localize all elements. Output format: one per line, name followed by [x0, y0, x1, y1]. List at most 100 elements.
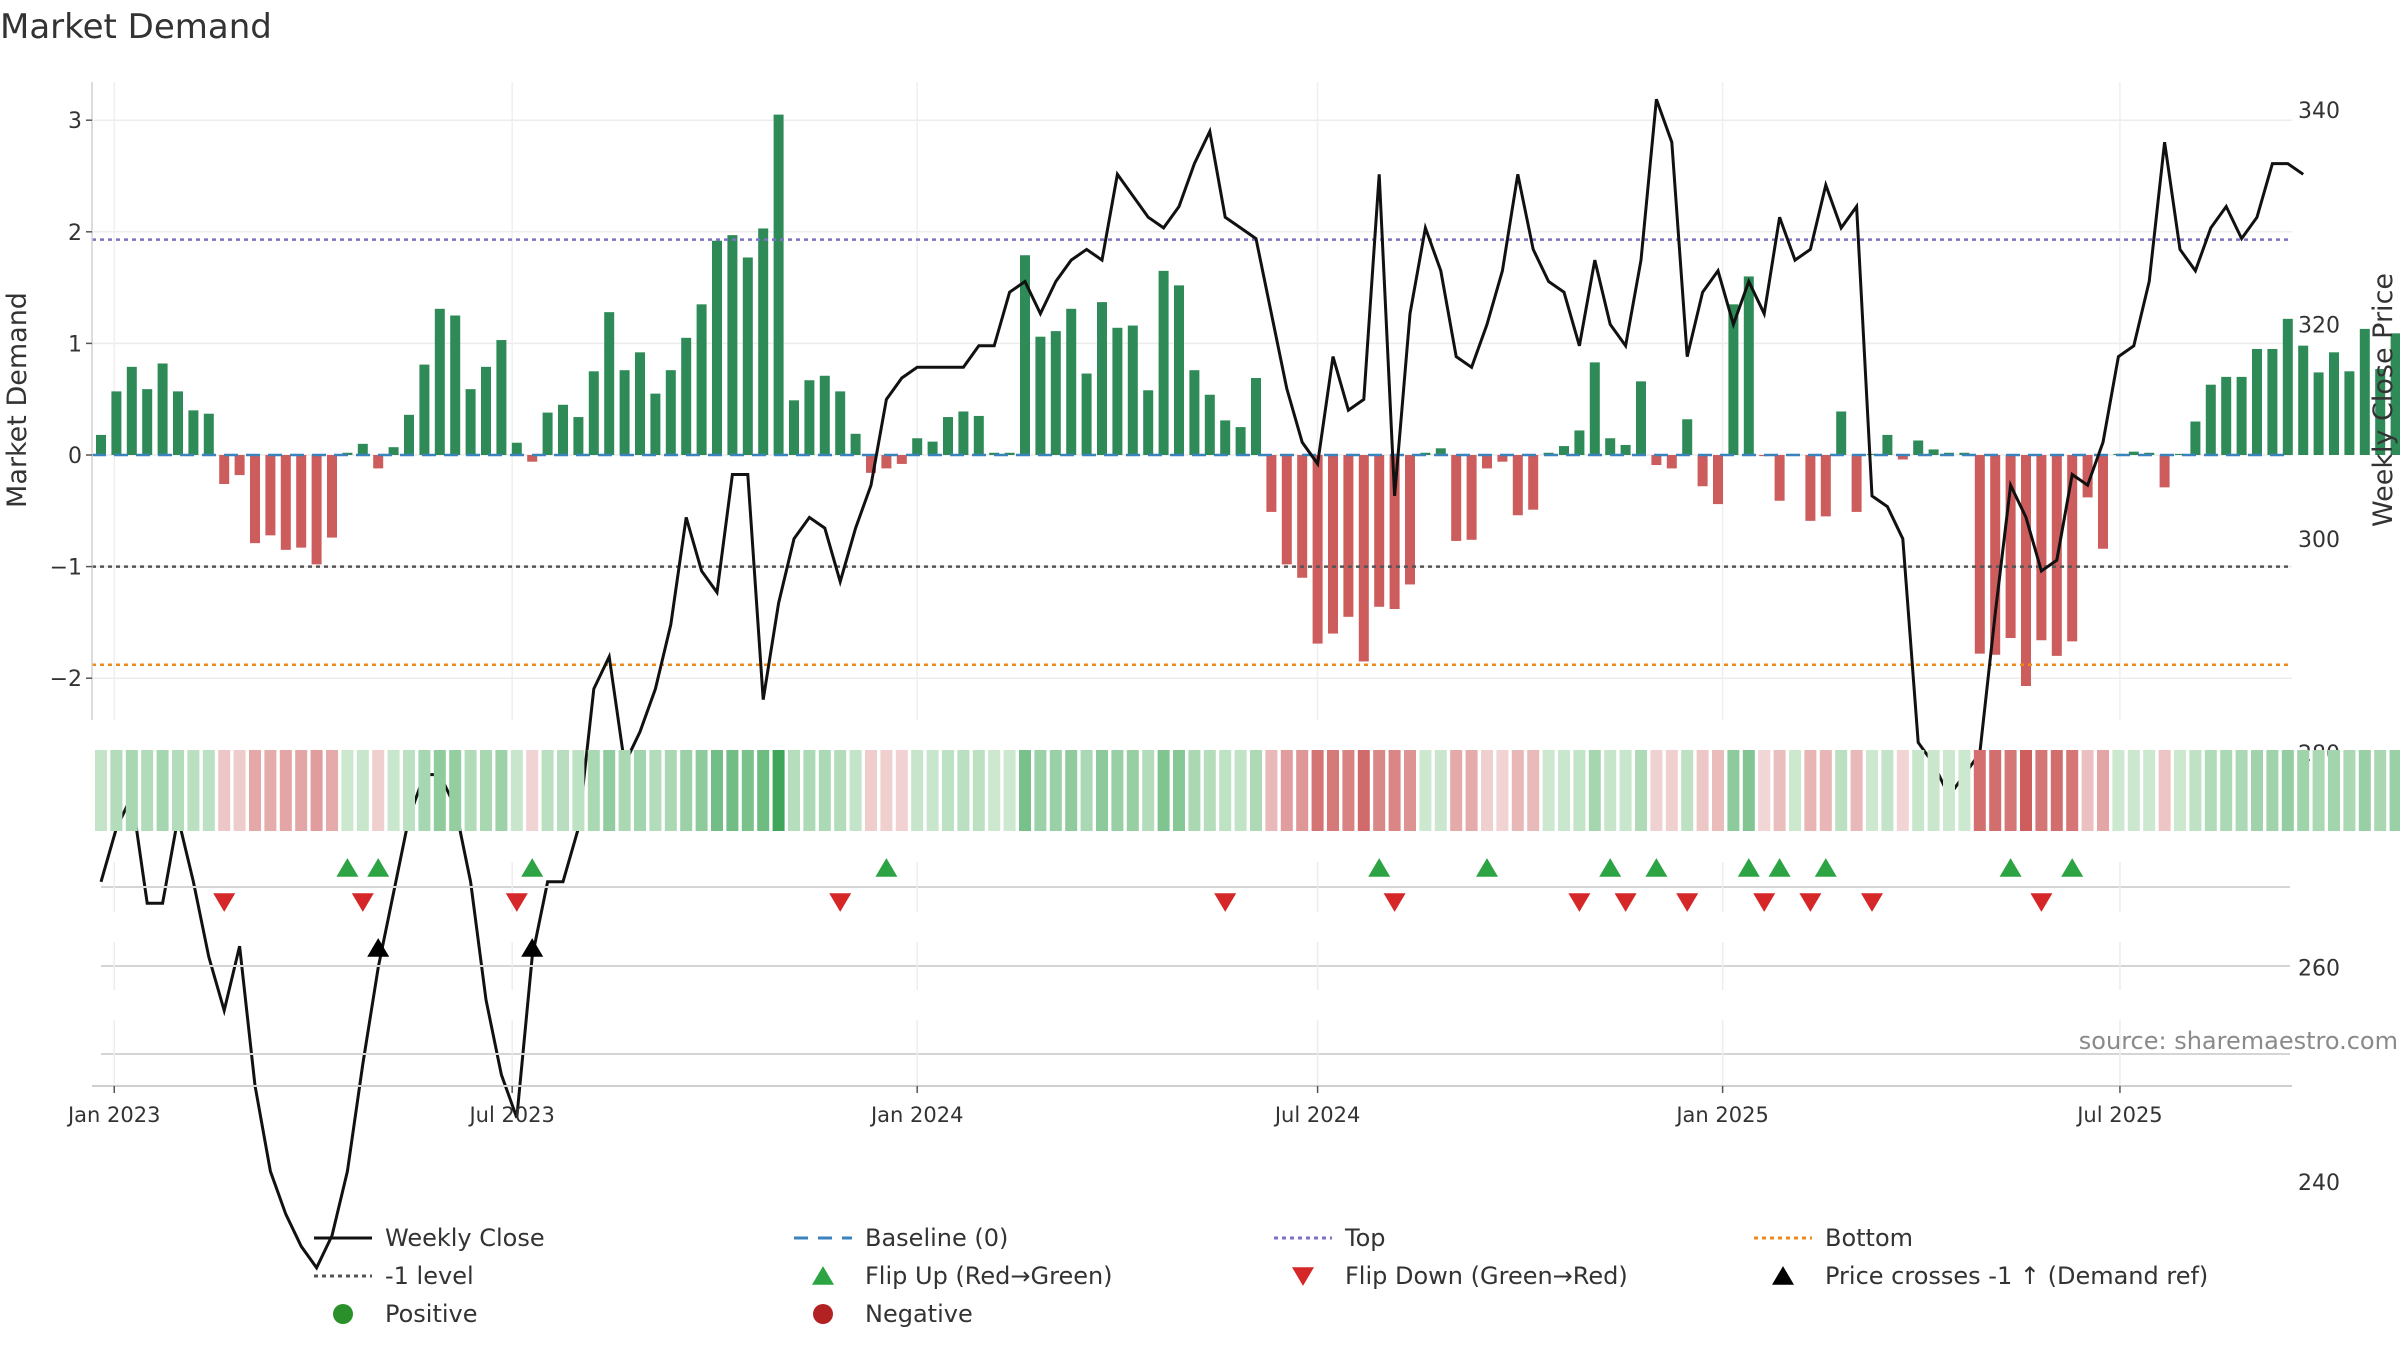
heat-cell [2358, 750, 2371, 831]
demand-bar [1189, 370, 1200, 455]
demand-bar [357, 443, 368, 455]
demand-bar [1897, 455, 1908, 460]
heat-cell [587, 750, 600, 831]
heat-cell [541, 750, 554, 831]
legend-item: Positive [333, 1300, 478, 1328]
heat-cell [2235, 750, 2248, 831]
heat-cell [1588, 750, 1601, 831]
demand-bar [1204, 394, 1215, 455]
demand-bar [604, 312, 615, 455]
demand-bar [635, 352, 645, 455]
demand-bar [804, 380, 815, 455]
heat-cell [649, 750, 662, 831]
event-panels [101, 862, 2290, 1085]
heat-cell [1342, 750, 1355, 831]
demand-bar [1220, 420, 1231, 455]
heat-cell [1789, 750, 1801, 831]
demand-bar [1112, 327, 1123, 455]
demand-bar [588, 371, 599, 455]
demand-bar [2021, 455, 2031, 687]
demand-bar [2344, 371, 2355, 455]
heat-cell [1373, 750, 1386, 831]
demand-bar [1836, 411, 1847, 455]
heat-cell [526, 750, 539, 831]
heat-cell [618, 750, 631, 831]
heat-cell [1080, 750, 1093, 831]
demand-bar [1312, 455, 1323, 644]
demand-bar [327, 455, 337, 538]
left-tick-label: −2 [50, 667, 82, 692]
heat-cell [1804, 750, 1817, 831]
heat-cell [1296, 750, 1309, 831]
price-cross-marker [521, 938, 544, 957]
demand-bar [819, 375, 830, 455]
demand-bar [188, 410, 199, 455]
demand-bar [1620, 444, 1631, 455]
legend-swatch [1772, 1266, 1794, 1285]
demand-bar [434, 308, 445, 455]
demand-bar [1081, 373, 1092, 455]
left-axis-ticks: 3 2 1 0 −1 −2 [50, 109, 92, 692]
heat-cell [1434, 750, 1447, 831]
heat-cell [326, 750, 338, 831]
demand-bar [1666, 455, 1677, 469]
heat-cell [1049, 750, 1062, 831]
demand-bar [896, 455, 907, 464]
demand-bar [789, 400, 799, 455]
flip-down-marker [829, 893, 852, 912]
demand-bar [1127, 325, 1138, 455]
demand-bar [2005, 455, 2016, 639]
demand-bar [2298, 345, 2309, 455]
demand-bar [866, 455, 876, 473]
heat-cell [464, 750, 477, 831]
legend-item: Top [1274, 1224, 1386, 1252]
heat-cell [279, 750, 292, 831]
demand-bar [1266, 455, 1277, 512]
x-tick-label: Jan 2024 [869, 1103, 964, 1127]
legend-swatch [333, 1304, 353, 1324]
demand-bar [2282, 318, 2293, 455]
x-tick-label: Jul 2024 [1273, 1103, 1360, 1127]
x-tick-label: Jan 2023 [66, 1103, 161, 1127]
demand-bar [1328, 455, 1338, 634]
heat-cell [1912, 750, 1925, 831]
heat-cell [834, 750, 847, 831]
heat-cell [1481, 750, 1493, 831]
legend-label: Baseline (0) [865, 1224, 1008, 1252]
heat-cell [1819, 750, 1832, 831]
heat-cell [2251, 750, 2263, 831]
demand-bar [1004, 452, 1015, 455]
demand-bar [1281, 455, 1292, 565]
heat-cell [495, 750, 508, 831]
demand-bar [1605, 438, 1616, 455]
heat-cell [603, 750, 616, 831]
flip-up-marker [875, 858, 898, 877]
demand-bar [1050, 331, 1061, 455]
heat-cell [1558, 750, 1570, 831]
heat-cell [418, 750, 431, 831]
demand-bar [1389, 455, 1400, 610]
legend-label: Top [1344, 1224, 1386, 1252]
flip-down-marker [351, 893, 374, 912]
heat-cell [1111, 750, 1124, 831]
demand-bar [1512, 455, 1523, 516]
demand-bar [1158, 270, 1169, 455]
demand-bar [2375, 369, 2386, 455]
left-tick-label: 3 [68, 109, 82, 134]
x-tick-label: Jul 2023 [467, 1103, 554, 1127]
heat-cell [1419, 750, 1432, 831]
heat-cell [1727, 750, 1740, 831]
demand-bar [111, 391, 122, 455]
weekly-close-line [99, 98, 2305, 1271]
heat-cell [2389, 750, 2400, 831]
heat-cell [341, 750, 354, 831]
heat-cell [1881, 750, 1894, 831]
heat-cell [2189, 750, 2202, 831]
demand-bar [450, 315, 461, 455]
demand-bar [2098, 455, 2108, 549]
demand-bar [2267, 348, 2278, 455]
heat-cell [2127, 750, 2140, 831]
legend-label: Positive [385, 1300, 478, 1328]
demand-bar [542, 412, 553, 455]
heat-cell [1650, 750, 1663, 831]
